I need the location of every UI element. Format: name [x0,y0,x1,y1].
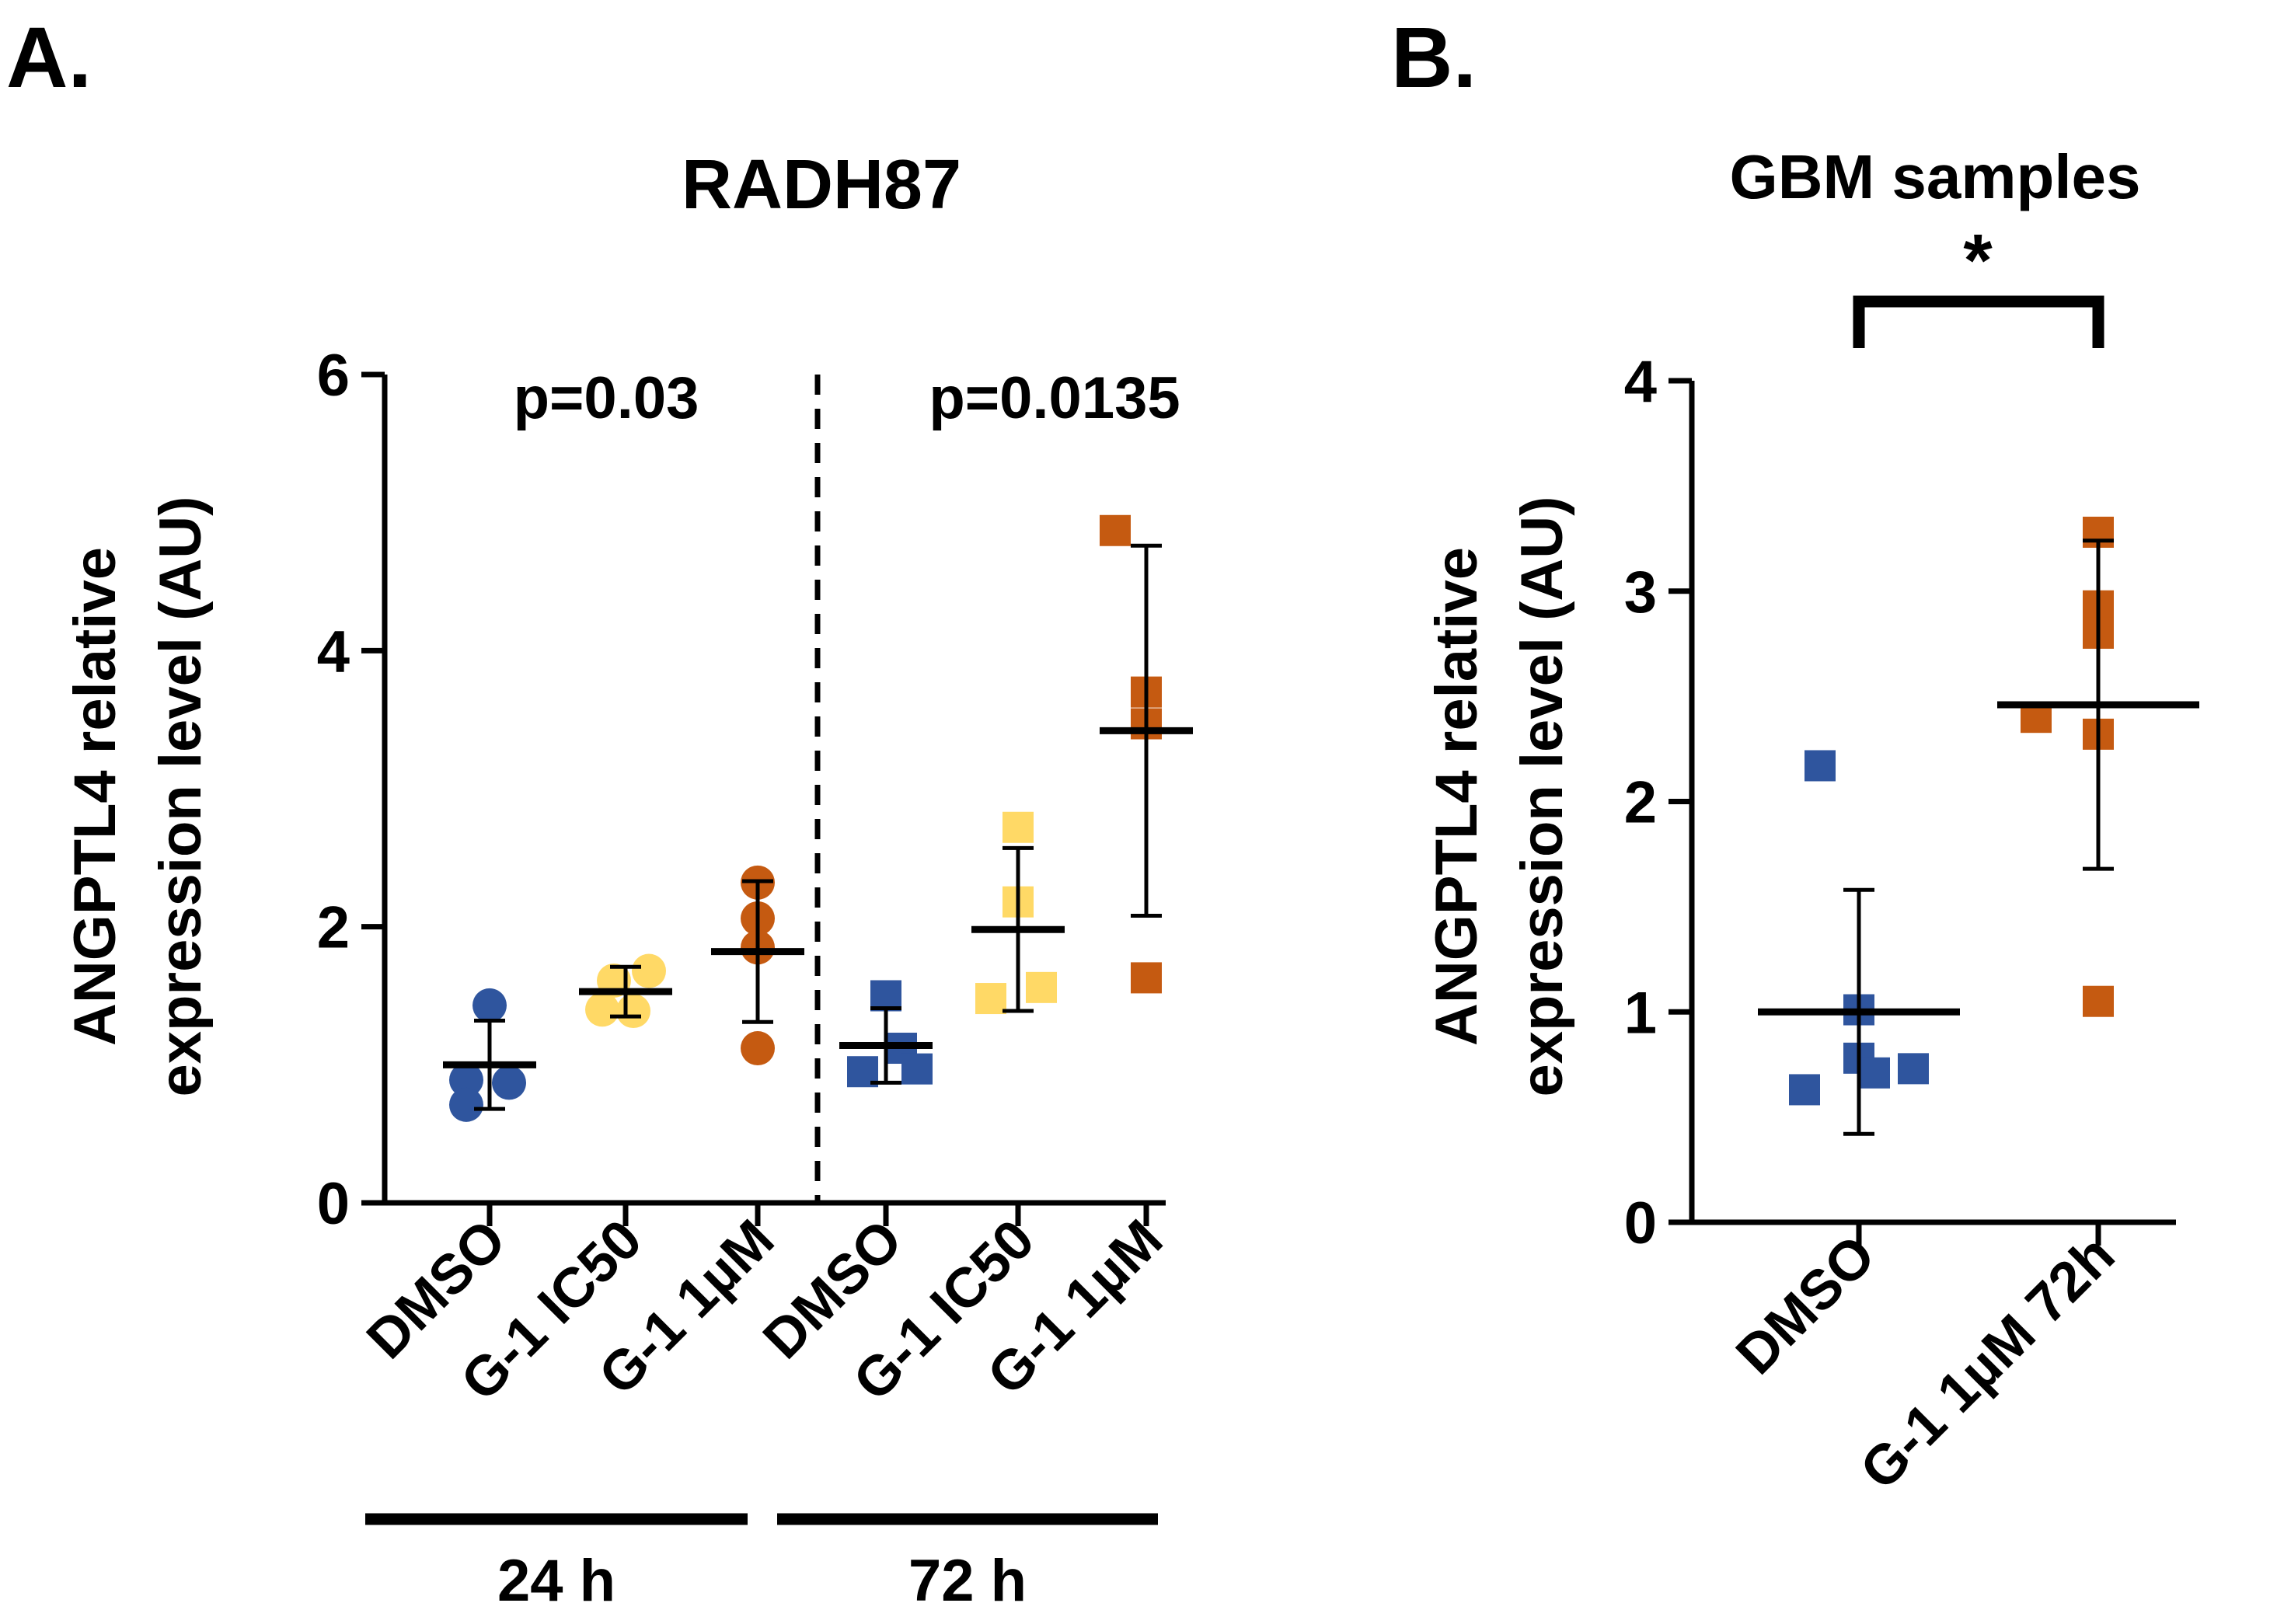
x-tick-label: G-1 1µM 72h [1849,1224,2127,1502]
data-point [1026,971,1057,1003]
data-point [616,994,650,1029]
y-tick-label: 0 [1624,1190,1657,1256]
panel-b-significance: * [1963,219,1993,302]
series-24-h-g-1-1-m [711,865,804,1066]
data-point [1805,750,1836,782]
data-point [1859,1057,1890,1089]
data-point [585,992,619,1027]
series-72-h-g-1-ic50 [971,811,1065,1015]
panel-a-ticks: 0 2 4 6 [317,343,1149,1237]
panel-a-p-value-72h: p=0.0135 [929,365,1180,431]
data-point [1131,962,1162,994]
data-point [1003,811,1034,843]
series-g-1-1-m-72h [1997,516,2199,1017]
panel-a-data [443,514,1193,1122]
data-point [472,988,507,1023]
x-tick-label: DMSO [1724,1224,1887,1386]
data-point [632,953,666,988]
panel-a-group-label-72h: 72 h [908,1548,1027,1614]
data-point [449,1087,483,1122]
panel-b-axes [1689,381,2176,1225]
data-point [492,1065,526,1100]
y-tick-label: 2 [317,895,350,961]
data-point [1789,1074,1820,1106]
y-tick-label: 3 [1624,559,1657,626]
series-72-h-g-1-1-m [1100,514,1193,994]
y-tick-label: 6 [317,343,350,409]
panel-a-p-value-24h: p=0.03 [514,365,699,431]
panel-a-ylabel-line2: expression level (AU) [148,497,214,1097]
data-point [741,1031,775,1066]
panel-b-ticks: 0 1 2 3 4 [1624,349,2101,1256]
panel-b-title: GBM samples [1729,142,2140,211]
y-tick-label: 2 [1624,770,1657,836]
y-tick-label: 4 [1624,349,1657,415]
series-72-h-dmso [839,980,933,1088]
panel-b-ylabel-line2: expression level (AU) [1509,497,1575,1097]
panel-b: B. GBM samples * ANGPTL4 relative expres… [1391,10,2199,1501]
y-tick-label: 0 [317,1171,350,1237]
data-point [975,983,1006,1015]
data-point [870,980,901,1012]
panel-a: A. RADH87 ANGPTL4 relative expression le… [6,10,1193,1614]
panel-a-label: A. [6,10,92,106]
y-tick-label: 1 [1624,980,1657,1046]
data-point [449,1062,483,1097]
series-24-h-dmso [443,988,536,1122]
data-point [901,1053,933,1085]
data-point [1898,1053,1929,1085]
data-point [2083,985,2114,1017]
panel-b-data [1758,516,2199,1136]
y-tick-label: 4 [317,619,350,685]
panel-a-title: RADH87 [682,146,961,224]
panel-a-axes [382,375,1166,1206]
panel-b-ylabel-line1: ANGPTL4 relative [1424,547,1490,1046]
series-dmso [1758,750,1960,1136]
data-point [1100,514,1131,546]
panel-a-ylabel-line1: ANGPTL4 relative [62,547,128,1046]
panel-b-significance-bracket [1853,295,2104,348]
panel-b-label: B. [1391,10,1477,106]
series-24-h-g-1-ic50 [579,953,672,1029]
panel-a-group-label-24h: 24 h [497,1548,615,1614]
